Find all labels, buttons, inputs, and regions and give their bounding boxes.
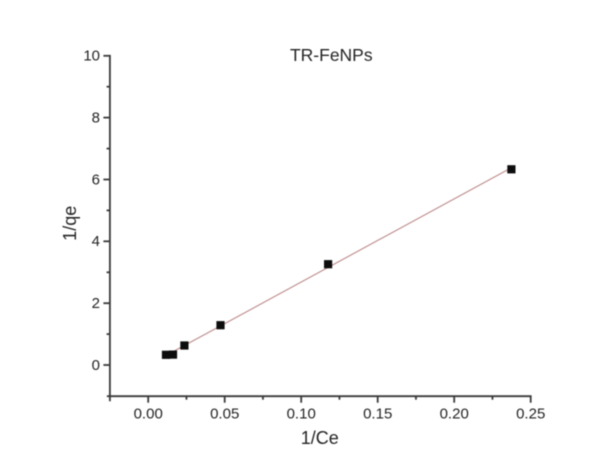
svg-text:0.05: 0.05	[210, 406, 239, 423]
svg-text:0: 0	[92, 357, 100, 374]
svg-text:10: 10	[83, 48, 100, 65]
svg-text:0.10: 0.10	[287, 406, 316, 423]
svg-text:0.25: 0.25	[516, 406, 545, 423]
svg-text:4: 4	[92, 233, 100, 250]
svg-text:6: 6	[92, 171, 100, 188]
svg-text:TR-FeNPs: TR-FeNPs	[290, 45, 373, 65]
svg-text:1/qe: 1/qe	[60, 206, 80, 241]
svg-text:8: 8	[92, 110, 100, 127]
svg-text:0.00: 0.00	[134, 406, 163, 423]
svg-text:0.20: 0.20	[440, 406, 469, 423]
svg-text:0.15: 0.15	[363, 406, 392, 423]
svg-text:1/Ce: 1/Ce	[301, 428, 339, 448]
svg-text:2: 2	[92, 295, 100, 312]
